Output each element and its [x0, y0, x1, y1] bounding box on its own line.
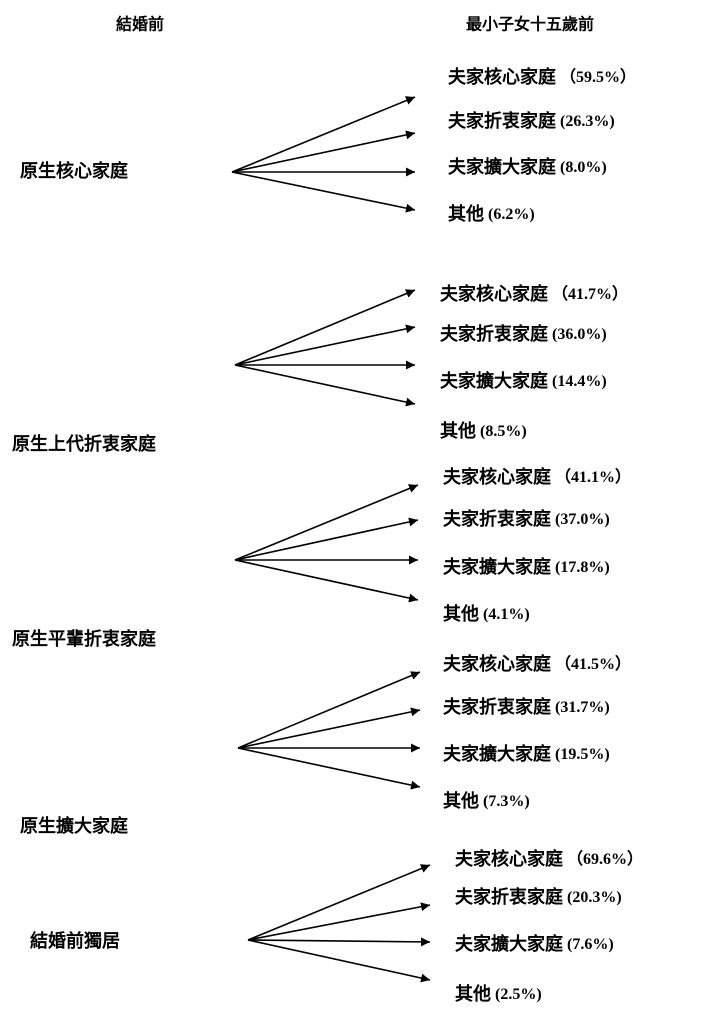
outcome-label: 夫家核心家庭 [443, 653, 551, 675]
source-label: 原生擴大家庭 [20, 815, 128, 837]
outcome-share: （41.7%） [552, 285, 628, 303]
outcome-label: 夫家折衷家庭 [448, 110, 556, 132]
outcome-share: (14.4%) [552, 373, 607, 390]
outcome-label: 其他 [443, 790, 479, 812]
outcome-label: 夫家核心家庭 [443, 466, 551, 488]
outcome: 夫家折衷家庭 (31.7%) [443, 696, 610, 718]
arrow [231, 171, 416, 213]
outcome-label: 夫家擴大家庭 [443, 743, 551, 765]
outcome-share: （41.1%） [555, 468, 631, 486]
outcome-label: 夫家折衷家庭 [455, 886, 563, 908]
arrow [237, 707, 421, 749]
outcome: 夫家核心家庭 （59.5%） [448, 66, 636, 88]
outcome-share: (37.0%) [555, 511, 610, 528]
outcome: 其他 (7.3%) [443, 790, 530, 812]
outcome-label: 夫家核心家庭 [440, 283, 548, 305]
arrow [234, 364, 416, 407]
outcome: 夫家擴大家庭 (14.4%) [440, 370, 607, 392]
outcome: 夫家擴大家庭 (17.8%) [443, 556, 610, 578]
outcome-label: 夫家折衷家庭 [440, 323, 548, 345]
outcome-label: 夫家核心家庭 [448, 66, 556, 88]
outcome: 夫家核心家庭 （41.1%） [443, 466, 631, 488]
outcome-label: 夫家擴大家庭 [443, 556, 551, 578]
outcome: 夫家核心家庭 （41.7%） [440, 283, 628, 305]
arrow [234, 517, 419, 561]
source-label: 原生核心家庭 [20, 160, 128, 182]
outcome-share: (19.5%) [555, 746, 610, 763]
outcome: 其他 (6.2%) [448, 203, 535, 225]
arrow [231, 96, 416, 173]
outcome-share: (2.5%) [495, 986, 542, 1003]
source-label: 結婚前獨居 [30, 930, 120, 952]
arrow [237, 671, 421, 749]
outcome-share: （41.5%） [555, 655, 631, 673]
outcome-label: 其他 [440, 420, 476, 442]
outcome: 其他 (4.1%) [443, 603, 530, 625]
outcome-share: (6.2%) [488, 206, 535, 223]
outcome: 夫家折衷家庭 (20.3%) [455, 886, 622, 908]
outcome-share: (26.3%) [560, 113, 615, 130]
arrow [234, 484, 419, 561]
arrow [234, 559, 419, 603]
outcome-share: （69.6%） [567, 850, 643, 868]
outcome-label: 夫家擴大家庭 [448, 156, 556, 178]
outcome-label: 其他 [443, 603, 479, 625]
outcome-share: (8.0%) [560, 159, 607, 176]
outcome: 其他 (8.5%) [440, 420, 527, 442]
outcome: 其他 (2.5%) [455, 983, 542, 1005]
source-label: 原生上代折衷家庭 [12, 433, 156, 455]
outcome-share: (31.7%) [555, 699, 610, 716]
outcome-share: (17.8%) [555, 559, 610, 576]
arrow [234, 324, 416, 366]
outcome: 夫家核心家庭 （41.5%） [443, 653, 631, 675]
outcome-label: 其他 [455, 983, 491, 1005]
outcome: 夫家擴大家庭 (19.5%) [443, 743, 610, 765]
arrow [231, 130, 416, 173]
outcome-share: （59.5%） [560, 68, 636, 86]
arrow [234, 289, 416, 366]
arrow [247, 937, 431, 947]
outcome-label: 夫家折衷家庭 [443, 696, 551, 718]
outcome-share: (36.0%) [552, 326, 607, 343]
outcome: 夫家擴大家庭 (7.6%) [455, 933, 614, 955]
outcome-share: (7.6%) [567, 936, 614, 953]
outcome: 夫家擴大家庭 (8.0%) [448, 156, 607, 178]
outcome-share: (8.5%) [480, 423, 527, 440]
source-label: 原生平輩折衷家庭 [12, 628, 156, 650]
outcome: 夫家核心家庭 （69.6%） [455, 848, 643, 870]
outcome: 夫家折衷家庭 (37.0%) [443, 508, 610, 530]
arrow [247, 939, 431, 983]
outcome-label: 夫家擴大家庭 [455, 933, 563, 955]
outcome-share: (4.1%) [483, 606, 530, 623]
outcome-label: 其他 [448, 203, 484, 225]
outcome-label: 夫家核心家庭 [455, 848, 563, 870]
arrow [247, 902, 431, 941]
arrow [247, 864, 431, 941]
outcome-label: 夫家擴大家庭 [440, 370, 548, 392]
outcome-share: (20.3%) [567, 889, 622, 906]
header-left: 結婚前 [116, 15, 164, 34]
outcome: 夫家折衷家庭 (36.0%) [440, 323, 607, 345]
header-right: 最小子女十五歲前 [466, 15, 594, 34]
arrow [237, 747, 421, 790]
outcome-label: 夫家折衷家庭 [443, 508, 551, 530]
outcome-share: (7.3%) [483, 793, 530, 810]
outcome: 夫家折衷家庭 (26.3%) [448, 110, 615, 132]
